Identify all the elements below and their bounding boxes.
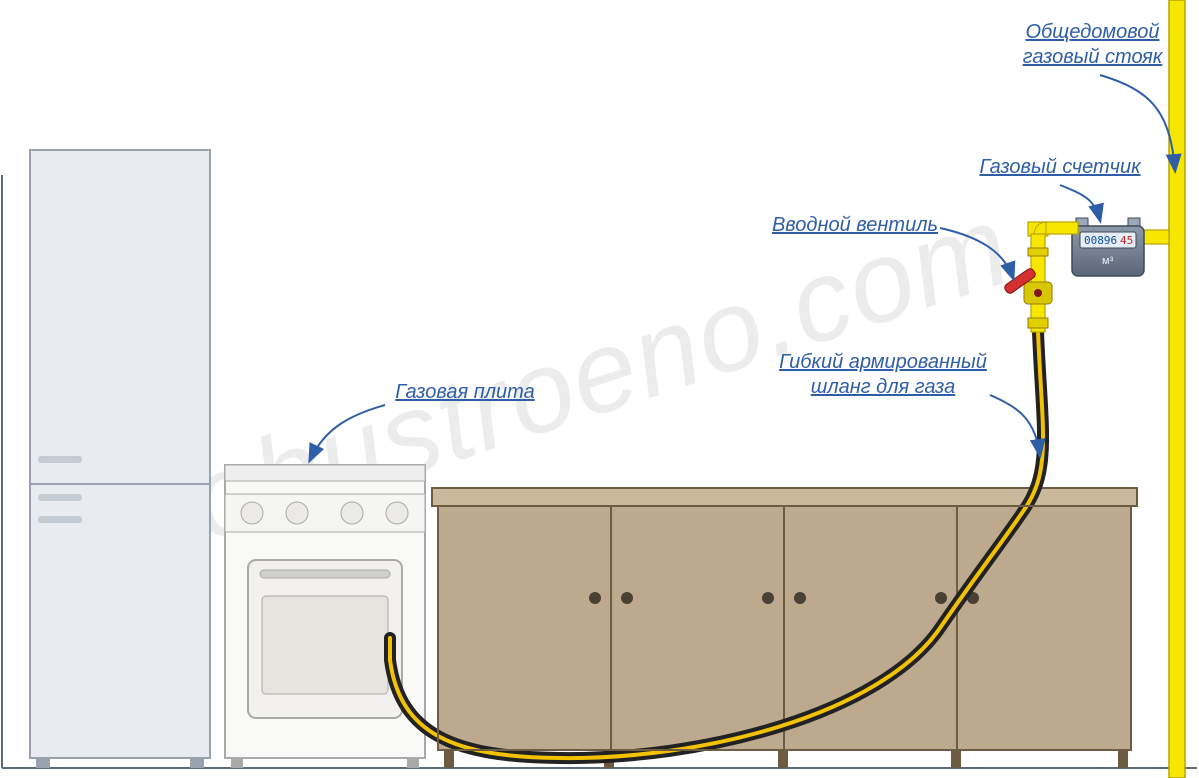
label-meter: Газовый счетчик [960,155,1160,180]
gas-riser-pipe [1169,0,1185,778]
label-riser: Общедомовой газовый стояк [1005,20,1180,70]
label-riser-line2: газовый стояк [1023,46,1163,68]
label-valve: Вводной вентиль [755,213,955,238]
meter-reading-black: 00896 [1084,234,1117,247]
diagram-stage: obustroeno.com [0,0,1199,778]
gas-stove [225,465,425,768]
meter-reading-red: 45 [1120,234,1133,247]
label-meter-line1: Газовый счетчик [979,156,1140,178]
diagram-svg: 00896 45 м³ [0,0,1199,778]
label-valve-line1: Вводной вентиль [772,214,938,236]
gas-meter: 00896 45 м³ [1046,218,1144,276]
label-stove: Газовая плита [380,380,550,405]
label-hose: Гибкий армированный шланг для газа [758,350,1008,400]
label-hose-line1: Гибкий армированный [779,351,987,373]
label-riser-line1: Общедомовой [1026,21,1160,43]
fridge [30,150,210,768]
meter-unit-text: м³ [1102,255,1114,267]
label-hose-line2: шланг для газа [811,376,956,398]
label-stove-line1: Газовая плита [395,381,534,403]
